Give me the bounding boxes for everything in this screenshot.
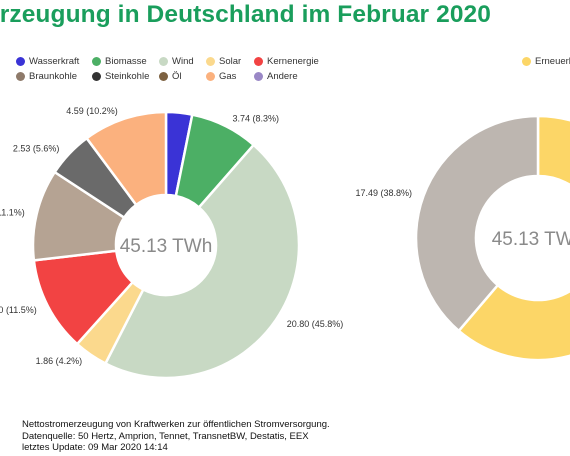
legend-label: Wind <box>172 56 194 67</box>
right-center-label: 45.13 TWh <box>492 229 570 250</box>
legend-label: Braunkohle <box>29 71 78 82</box>
legend-item-steinkohle[interactable]: Steinkohle <box>92 71 149 82</box>
legend-item-gas[interactable]: Gas <box>206 71 236 82</box>
legend-swatch <box>522 57 531 66</box>
legend-label: Öl <box>172 71 182 82</box>
right-slice-rest[interactable] <box>414 114 540 333</box>
left-data-label: 20.80 (45.8%) <box>287 319 344 329</box>
footer-line-source: Datenquelle: 50 Hertz, Amprion, Tennet, … <box>22 430 309 442</box>
legend-swatch <box>16 72 25 81</box>
legend-item-wasserkraft[interactable]: Wasserkraft <box>16 56 79 67</box>
footer-notes: Nettostromerzeugung von Kraftwerken zur … <box>22 419 330 454</box>
donut-chart-renewable-share: 17.49 (38.8%) 45.13 TWh <box>355 114 570 362</box>
legend-item-biomasse[interactable]: Biomasse <box>92 56 147 67</box>
right-data-label: 17.49 (38.8%) <box>355 188 412 198</box>
donut-chart-energy-sources: 3.74 (8.3%) 20.80 (45.8%) 1.86 (4.2%) 5.20 … <box>0 106 344 380</box>
legend-item-solar[interactable]: Solar <box>206 56 241 67</box>
legend-swatch <box>159 57 168 66</box>
left-data-label: 2.53 (5.6%) <box>13 143 60 153</box>
legend-swatch <box>254 72 263 81</box>
legend-item-wind[interactable]: Wind <box>159 56 194 67</box>
legend-item-oel[interactable]: Öl <box>159 71 182 82</box>
legend-swatch <box>92 57 101 66</box>
legend-swatch <box>16 57 25 66</box>
legend-label: Wasserkraft <box>29 56 80 67</box>
legend-label: Solar <box>219 56 242 67</box>
left-data-label: 00 (11.1%) <box>0 208 25 218</box>
left-center-label: 45.13 TWh <box>120 236 213 257</box>
left-slice-gas[interactable] <box>84 110 168 207</box>
legend-label: Kernenergie <box>267 56 319 67</box>
legend-item-braunkohle[interactable]: Braunkohle <box>16 71 77 82</box>
legend-label: Erneuerb <box>535 56 570 67</box>
left-data-label: 5.20 (11.5%) <box>0 305 37 315</box>
legend-item-andere[interactable]: Andere <box>254 71 298 82</box>
legend-item-kernenergie[interactable]: Kernenergie <box>254 56 319 67</box>
legend-item-erneuerbar[interactable]: Erneuerb <box>522 56 570 67</box>
legend-swatch <box>92 72 101 81</box>
footer-line-description: Nettostromerzeugung von Kraftwerken zur … <box>22 419 330 430</box>
left-data-label: 1.86 (4.2%) <box>36 356 83 366</box>
legend-label: Steinkohle <box>105 71 150 82</box>
chart-title: erzeugung in Deutschland im Februar 2020 <box>0 1 492 28</box>
left-data-label: 3.74 (8.3%) <box>233 114 280 124</box>
left-data-label: 4.59 (10.2%) <box>66 106 118 116</box>
legend-swatch <box>254 57 263 66</box>
legend-swatch <box>206 57 215 66</box>
legend-label: Biomasse <box>105 56 147 67</box>
left-slice-wind[interactable] <box>103 143 301 380</box>
legend-swatch <box>206 72 215 81</box>
legend-label: Gas <box>219 71 237 82</box>
footer-line-update: letztes Update: 09 Mar 2020 14:14 <box>22 442 168 453</box>
legend-swatch <box>159 72 168 81</box>
legend-label: Andere <box>267 71 298 82</box>
